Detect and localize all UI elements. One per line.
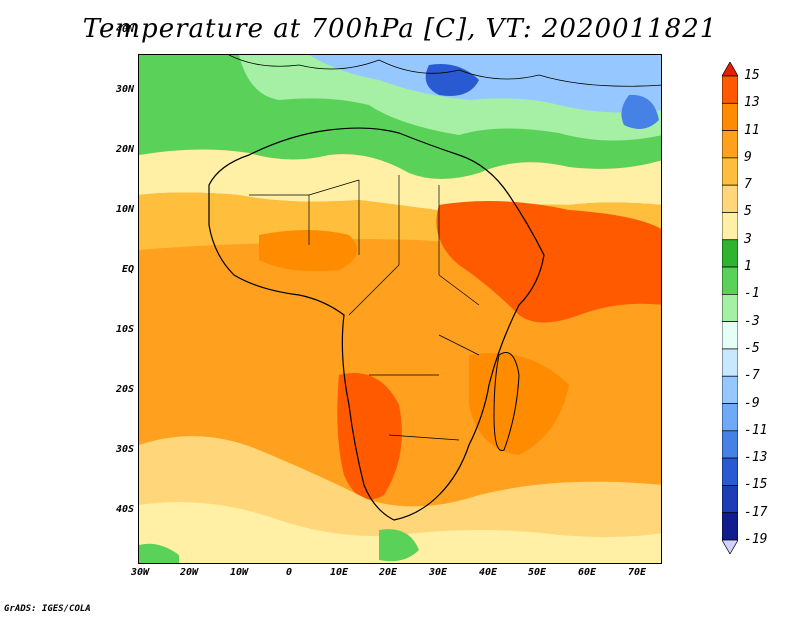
mediterranean-coastline xyxy=(228,55,661,87)
colorbar-label: 5 xyxy=(744,204,752,220)
colorbar-swatch xyxy=(722,512,738,541)
colorbar-swatch xyxy=(722,485,738,514)
lon-label: 50E xyxy=(527,567,547,578)
lon-label: 10W xyxy=(229,567,249,578)
colorbar-label: 3 xyxy=(744,231,752,247)
colorbar-swatch xyxy=(722,294,738,322)
cool-patch-south xyxy=(379,529,419,562)
colorbar-label: 13 xyxy=(744,95,760,111)
lat-label: 20N xyxy=(115,144,134,155)
hot-zone-east-africa xyxy=(436,201,661,323)
colorbar-swatch xyxy=(722,184,738,213)
colorbar-swatch xyxy=(722,348,738,377)
africa-coastline xyxy=(208,127,545,521)
colder-band-north xyxy=(309,55,661,113)
lon-label: 0 xyxy=(285,567,293,578)
lat-label: 30S xyxy=(115,444,134,455)
colorbar-swatch xyxy=(722,157,738,186)
colorbar-swatch xyxy=(722,539,738,554)
colorbar-swatch xyxy=(722,130,738,159)
lon-label: 20E xyxy=(378,567,398,578)
lon-label: 10E xyxy=(329,567,349,578)
hot-zone-southern-africa xyxy=(337,373,402,500)
lat-label: 40S xyxy=(115,504,134,515)
colorbar-label: -5 xyxy=(744,340,760,356)
colorbar-label: -15 xyxy=(744,477,768,493)
lat-label: 10N xyxy=(115,204,134,215)
lat-label: 20S xyxy=(115,384,134,395)
colorbar-label: 11 xyxy=(744,122,760,138)
lon-label: 20W xyxy=(179,567,199,578)
colorbar-label: -3 xyxy=(744,313,760,329)
colorbar-swatch xyxy=(722,403,738,432)
lat-label: 40N xyxy=(115,24,134,35)
colorbar-swatch xyxy=(722,212,738,241)
colorbar-swatch xyxy=(722,430,738,459)
lat-label: EQ xyxy=(121,264,134,275)
colorbar-label: -1 xyxy=(744,286,760,302)
colorbar-swatch xyxy=(722,75,738,104)
colorbar-label: -7 xyxy=(744,368,760,384)
lon-label: 70E xyxy=(627,567,647,578)
lon-label: 40E xyxy=(478,567,498,578)
temperature-map xyxy=(138,54,662,564)
colorbar-swatch xyxy=(722,266,738,295)
country-borders xyxy=(249,175,480,441)
colorbar-swatch xyxy=(722,375,738,404)
colorbar-swatch xyxy=(722,102,738,131)
colorbar-label: 1 xyxy=(744,259,752,275)
mild-band-south xyxy=(139,502,661,563)
colorbar-label: -19 xyxy=(744,532,768,547)
colorbar-swatch xyxy=(722,239,738,268)
colorbar-label: 15 xyxy=(744,68,760,83)
colorbar-swatch xyxy=(722,457,738,486)
colorbar-label: -11 xyxy=(744,422,768,438)
colorbar-label: -9 xyxy=(744,395,760,411)
lat-label: 10S xyxy=(115,324,134,335)
colorbar-label: -17 xyxy=(744,504,768,520)
colorbar-label: 7 xyxy=(744,177,752,193)
cool-patch-southwest xyxy=(139,543,179,563)
madagascar-outline xyxy=(493,352,520,452)
map-title: Temperature at 700hPa [C], VT: 202001182… xyxy=(82,14,718,44)
cold-core-asia xyxy=(621,94,659,129)
warm-band-sahara xyxy=(139,149,661,213)
grads-credit: GrADS: IGES/COLA xyxy=(4,604,91,614)
lon-label: 30E xyxy=(428,567,448,578)
lat-label: 30N xyxy=(115,84,134,95)
lon-label: 60E xyxy=(577,567,597,578)
colorbar-swatch xyxy=(722,62,738,77)
hot-zone-west-africa xyxy=(259,230,357,272)
colorbar-swatch xyxy=(722,321,738,350)
colorbar-label: 9 xyxy=(744,149,752,165)
lon-label: 30W xyxy=(130,567,150,578)
colorbar-label: -13 xyxy=(744,450,768,466)
colorbar xyxy=(722,62,738,554)
